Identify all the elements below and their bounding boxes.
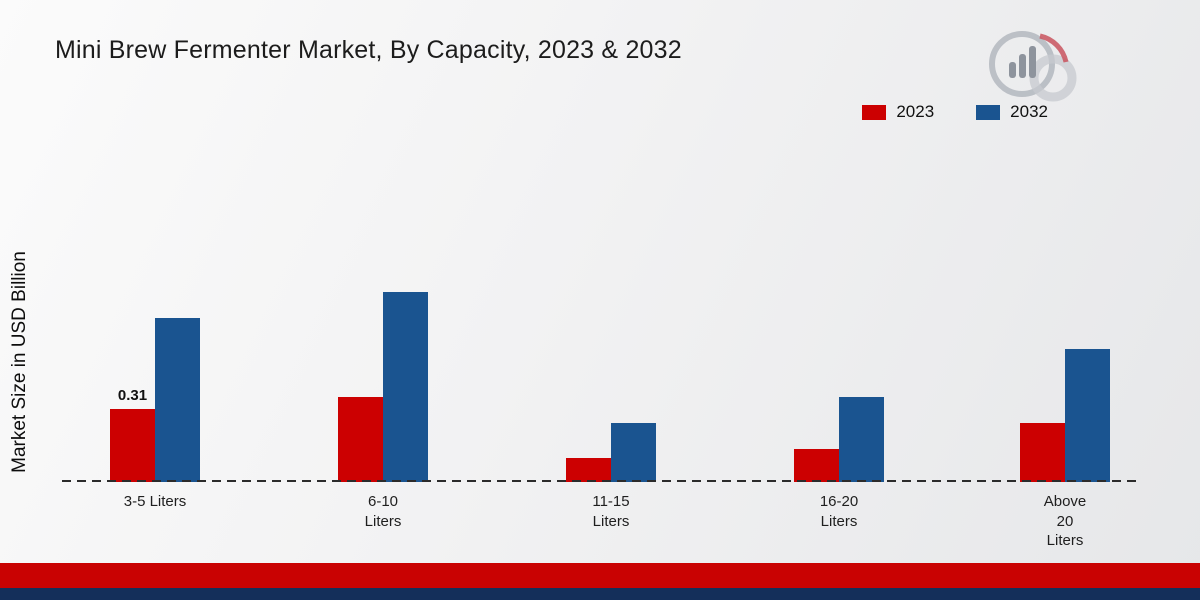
legend-swatch-2032 bbox=[976, 104, 1001, 120]
bar-2032-2 bbox=[611, 423, 656, 482]
bar-2032-4 bbox=[1065, 349, 1110, 482]
x-axis-baseline bbox=[62, 480, 1140, 482]
bar-value-label: 0.31 bbox=[117, 387, 148, 404]
bar-2023-1 bbox=[338, 397, 383, 482]
footer-navy-strip bbox=[0, 588, 1200, 600]
legend-label-2023: 2023 bbox=[896, 102, 935, 121]
bar-group-2 bbox=[566, 423, 656, 482]
footer-red-strip bbox=[0, 563, 1200, 588]
x-axis-label-1: 6-10 Liters bbox=[364, 493, 402, 530]
bar-2032-3 bbox=[839, 397, 884, 482]
bar-group-0 bbox=[110, 318, 200, 482]
legend-item-2023: 2023 bbox=[862, 102, 934, 122]
legend-label-2032: 2032 bbox=[1010, 102, 1048, 121]
bar-group-1 bbox=[338, 292, 428, 482]
chart-legend: 2023 2032 bbox=[862, 102, 1048, 122]
bar-2032-1 bbox=[383, 292, 428, 482]
x-axis-labels: 3-5 Liters 6-10 Liters 11-15 Liters 16-20 L… bbox=[62, 492, 1138, 562]
page-title: Mini Brew Fermenter Market, By Capacity,… bbox=[55, 36, 682, 64]
y-axis-title: Market Size in USD Billion bbox=[9, 251, 30, 473]
bar-group-3 bbox=[794, 397, 884, 482]
plot-area: 0.31 bbox=[62, 260, 1138, 482]
bar-2023-4 bbox=[1020, 423, 1065, 482]
logo-graphic-icon bbox=[989, 31, 1077, 102]
bar-2023-3 bbox=[794, 449, 839, 482]
bar-group-4 bbox=[1020, 349, 1110, 482]
x-axis-label-3: 16-20 Liters bbox=[819, 493, 859, 530]
x-axis-label-0: 3-5 Liters bbox=[123, 493, 187, 510]
bar-2023-0 bbox=[110, 409, 155, 482]
bar-2032-0 bbox=[155, 318, 200, 482]
legend-swatch-2023 bbox=[862, 104, 887, 120]
company-logo bbox=[980, 20, 1080, 108]
bar-2023-2 bbox=[566, 458, 611, 482]
x-axis-label-2: 11-15 Liters bbox=[592, 493, 630, 530]
x-axis-label-4: Above 20 Liters bbox=[1043, 493, 1087, 549]
legend-item-2032: 2032 bbox=[976, 102, 1048, 122]
